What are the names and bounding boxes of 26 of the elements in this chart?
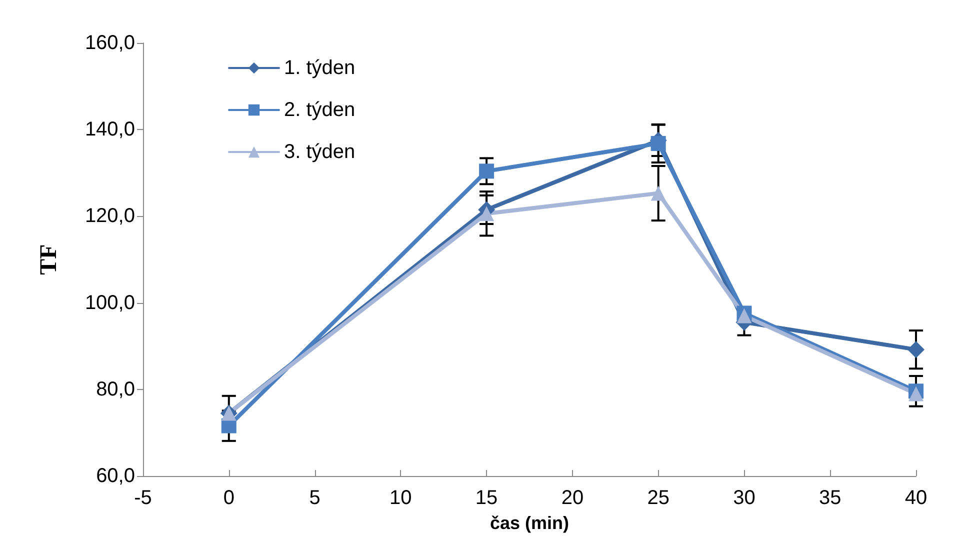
x-axis-title: čas (min)	[490, 513, 570, 533]
x-tick-label: 40	[904, 487, 928, 509]
x-tick-label: 35	[818, 487, 842, 509]
x-tick-label: 15	[475, 487, 498, 509]
point	[479, 206, 494, 222]
x-tick-label: 5	[309, 487, 320, 509]
y-axis-title: TF	[36, 244, 62, 275]
y-tick-label: 120,0	[84, 205, 135, 228]
legend-label: 2. týden	[284, 99, 356, 121]
x-tick-label: 20	[561, 487, 584, 509]
point	[650, 186, 666, 201]
legend-label: 1. týden	[284, 57, 356, 79]
x-tick-label: 30	[733, 487, 756, 509]
point	[650, 136, 666, 151]
x-tick-label: 10	[390, 487, 412, 509]
legend-label: 3. týden	[284, 141, 356, 163]
x-tick-label: -5	[134, 487, 152, 509]
y-tick-label: 160,0	[84, 32, 135, 54]
y-tick-label: 80,0	[96, 378, 135, 400]
y-tick-label: 140,0	[84, 118, 135, 141]
y-tick-label: 60,0	[96, 465, 135, 487]
point	[908, 341, 924, 358]
point	[479, 164, 494, 179]
x-tick-label: 0	[223, 487, 234, 509]
y-tick-label: 100,0	[84, 292, 135, 314]
x-tick-label: 25	[647, 487, 670, 509]
